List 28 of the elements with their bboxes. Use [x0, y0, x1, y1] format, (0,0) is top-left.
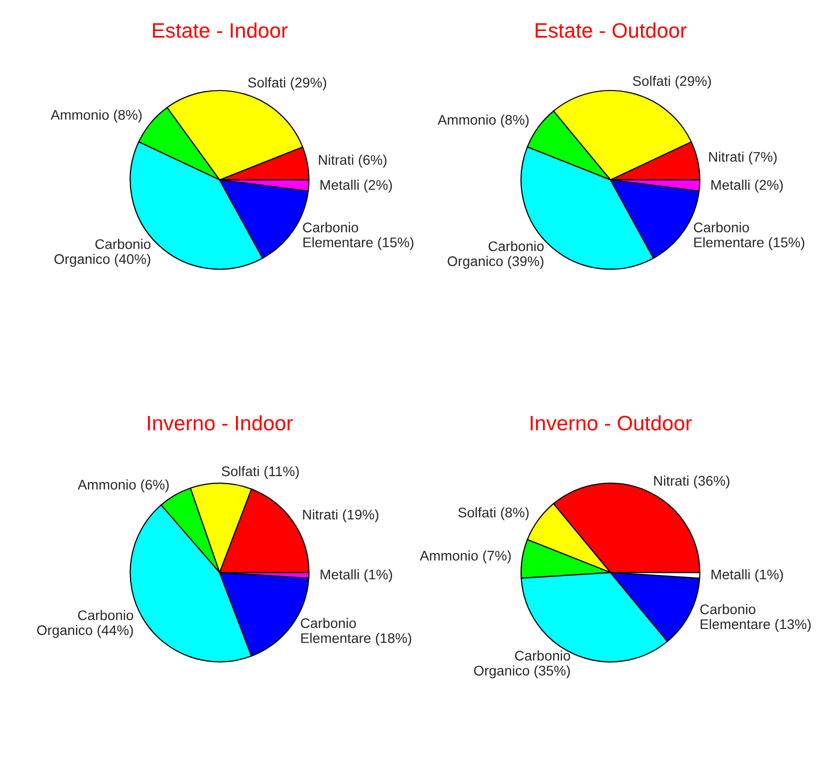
- slice-label: Solfati (29%): [248, 77, 326, 90]
- slice-label: Solfati (8%): [458, 507, 529, 520]
- slice-label: Carbonio Elementare (18%): [300, 618, 412, 646]
- slice-label: Carbonio Elementare (15%): [303, 222, 414, 250]
- chart-title: Inverno - Indoor: [148, 415, 293, 431]
- slice-label: Carbonio Organico (35%): [474, 650, 570, 678]
- slice-label: Carbonio Organico (40%): [54, 238, 150, 267]
- chart-title: Estate - Indoor: [152, 22, 288, 38]
- chart-title: Inverno - Outdoor: [530, 415, 692, 431]
- slice-label: Nitrati (6%): [319, 154, 386, 168]
- slice-label: Nitrati (36%): [654, 476, 730, 488]
- slice-label: Solfati (11%): [222, 466, 299, 479]
- slice-label: Solfati (29%): [632, 76, 711, 89]
- slice-label: Metalli (1%): [320, 569, 392, 582]
- slice-label: Carbonio Organico (44%): [37, 610, 134, 638]
- slice-label: Nitrati (19%): [303, 509, 378, 522]
- slice-label: Ammonio (7%): [420, 550, 511, 564]
- slice-label: Nitrati (7%): [709, 152, 777, 165]
- slice-label: Metalli (2%): [320, 180, 392, 193]
- slice-label: Carbonio Elementare (15%): [694, 222, 804, 250]
- slice-label: Carbonio Organico (39%): [448, 240, 544, 269]
- slice-label: Ammonio (8%): [438, 114, 529, 128]
- slice-label: Ammonio (6%): [78, 479, 169, 492]
- slice-label: Ammonio (8%): [50, 110, 142, 123]
- slice-label: Carbonio Elementare (13%): [700, 604, 811, 632]
- chart-title: Estate - Outdoor: [536, 22, 687, 38]
- slice-label: Metalli (1%): [712, 569, 783, 582]
- slice-label: Metalli (2%): [711, 180, 783, 193]
